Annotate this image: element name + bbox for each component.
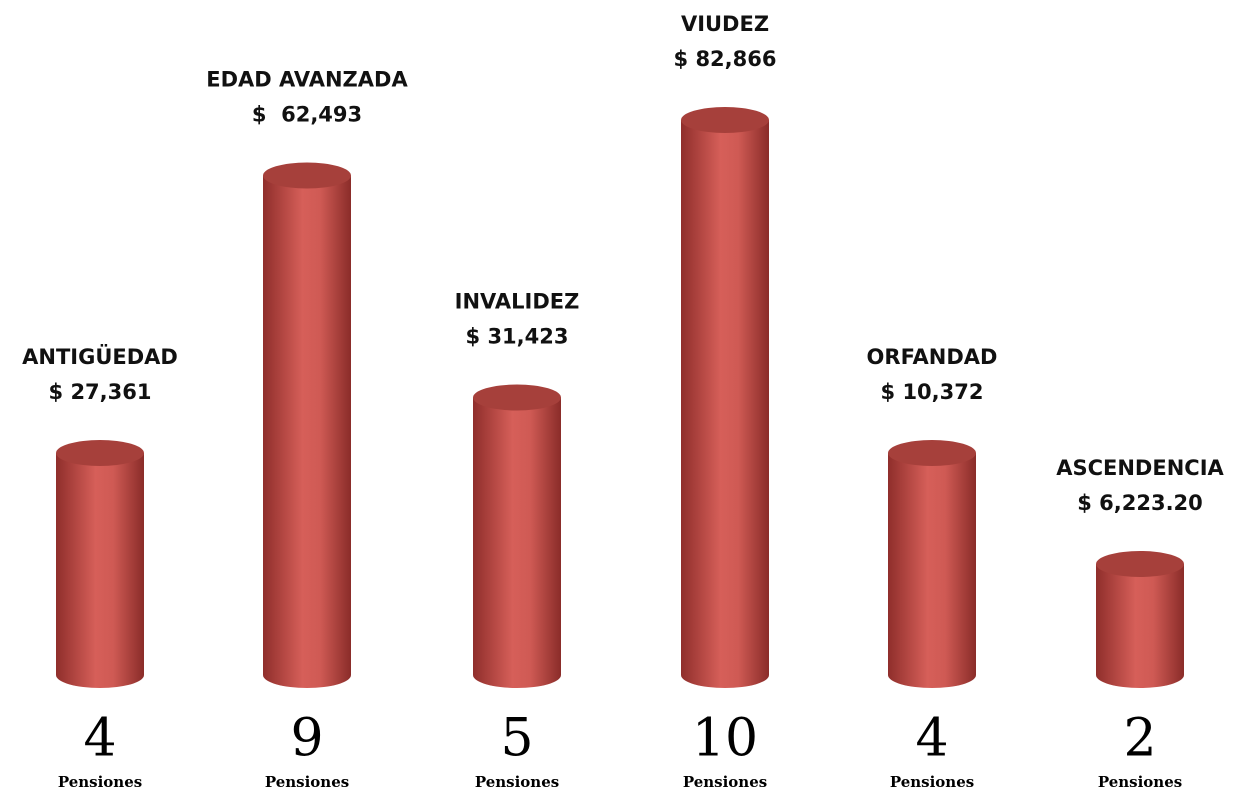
unit-label: Pensiones <box>265 773 349 791</box>
category-label: ANTIGÜEDAD <box>22 344 178 369</box>
count-label: 2 <box>1123 709 1156 769</box>
cylinder-top <box>1096 551 1184 577</box>
category-label: ASCENDENCIA <box>1056 456 1224 480</box>
cylinder-body <box>56 453 144 688</box>
count-label: 4 <box>915 709 948 769</box>
count-label: 10 <box>692 709 758 769</box>
count-label: 5 <box>500 709 533 769</box>
unit-label: Pensiones <box>683 773 767 791</box>
amount-label: $ 31,423 <box>466 325 569 349</box>
cylinder-top <box>681 107 769 133</box>
category-label: ORFANDAD <box>867 345 998 369</box>
category-label: VIUDEZ <box>681 12 769 36</box>
cylinder-body <box>888 453 976 688</box>
amount-label: $ 27,361 <box>49 380 152 404</box>
cylinder-top <box>888 440 976 466</box>
unit-label: Pensiones <box>890 773 974 791</box>
cylinder-body <box>681 120 769 688</box>
unit-label: Pensiones <box>475 773 559 791</box>
category-label: INVALIDEZ <box>455 290 580 314</box>
unit-label: Pensiones <box>1098 773 1182 791</box>
count-label: 4 <box>83 709 116 769</box>
amount-label: $ 6,223.20 <box>1077 491 1203 515</box>
cylinder-top <box>56 440 144 466</box>
unit-label: Pensiones <box>58 773 142 791</box>
count-label: 9 <box>290 709 323 769</box>
cylinder-body <box>473 397 561 688</box>
amount-label: $ 82,866 <box>674 47 777 71</box>
cylinder-body <box>263 175 351 688</box>
cylinder-top <box>473 384 561 411</box>
amount-label: $ 10,372 <box>881 380 984 404</box>
cylinder-body <box>1096 564 1184 688</box>
cylinder-top <box>263 162 351 189</box>
category-label: EDAD AVANZADA <box>206 68 408 92</box>
amount-label: $ 62,493 <box>252 103 362 127</box>
